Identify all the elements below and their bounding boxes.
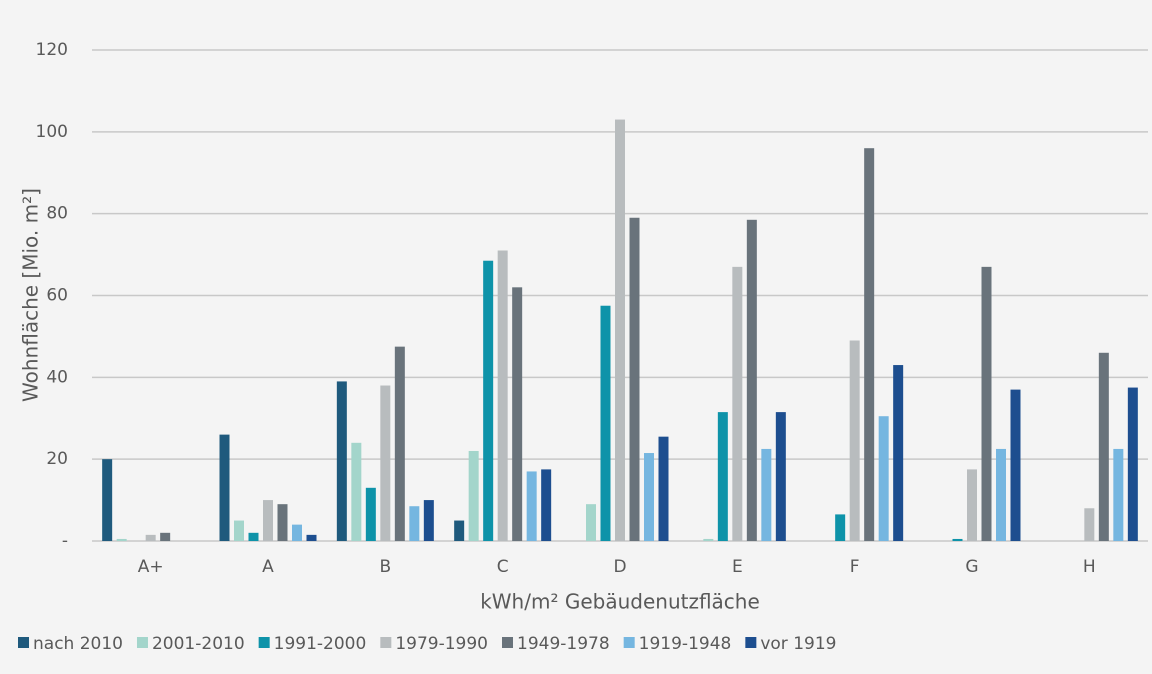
legend-swatch [502, 637, 513, 648]
bar [761, 448, 772, 541]
bar [497, 250, 508, 541]
bar [394, 346, 405, 541]
bar [717, 412, 728, 541]
bar [423, 500, 434, 541]
bar [380, 385, 391, 541]
x-tick-label: D [613, 557, 626, 577]
legend-swatch [136, 637, 148, 648]
y-tick-label: 100 [36, 122, 68, 142]
bar [234, 520, 244, 541]
bar [629, 217, 640, 541]
bar [160, 532, 171, 541]
bar [409, 506, 420, 541]
legend-swatch [380, 637, 392, 648]
bar [658, 436, 669, 541]
bar [775, 412, 786, 541]
y-axis-title: Wohnfläche [Mio. m²] [19, 188, 43, 402]
legend-label: 1979-1990 [395, 634, 488, 654]
x-tick-label: F [850, 557, 860, 577]
bar [732, 266, 743, 541]
x-tick-label: G [965, 557, 978, 577]
bar [526, 471, 537, 541]
y-tick-label: 60 [46, 286, 68, 306]
bar [483, 260, 494, 541]
bar [981, 266, 992, 541]
legend-label: 1919-1948 [639, 634, 732, 654]
bar [849, 340, 860, 541]
x-tick-label: A [262, 557, 274, 577]
bar [248, 532, 259, 541]
bar [893, 365, 904, 541]
legend-swatch [18, 637, 29, 648]
bar [878, 416, 889, 541]
bar [277, 504, 288, 541]
bar [615, 119, 625, 541]
bar [586, 504, 596, 541]
legend-label: nach 2010 [33, 634, 123, 654]
bar [1098, 352, 1109, 541]
bar [1113, 448, 1124, 541]
bar [746, 219, 757, 541]
bar [351, 442, 362, 541]
bar [512, 287, 523, 541]
x-tick-label: E [732, 557, 743, 577]
y-tick-label: 40 [46, 367, 68, 387]
bar [116, 538, 127, 541]
bar [541, 469, 552, 541]
bar [145, 534, 156, 541]
legend-swatch [623, 637, 635, 648]
x-axis-title: kWh/m² Gebäudenutzfläche [480, 590, 760, 614]
bar [835, 514, 846, 541]
bar [644, 453, 654, 541]
bar [336, 381, 347, 541]
bar [365, 487, 376, 541]
legend-label: 2001-2010 [152, 634, 245, 654]
y-tick-label: 120 [36, 40, 68, 60]
legend-label: 1949-1978 [517, 634, 610, 654]
bar [263, 500, 273, 541]
bar [967, 469, 977, 541]
legend-label: vor 1919 [760, 634, 836, 654]
bar [864, 148, 875, 541]
x-tick-label: A+ [138, 557, 164, 577]
bar [1010, 389, 1021, 541]
x-tick-label: H [1083, 557, 1096, 577]
y-tick-label: - [62, 531, 68, 551]
legend-swatch [745, 637, 757, 648]
bar [1127, 387, 1138, 541]
bar [600, 305, 611, 541]
bar [1084, 508, 1095, 541]
legend-swatch [258, 637, 270, 648]
x-tick-label: C [497, 557, 509, 577]
y-tick-label: 20 [46, 449, 68, 469]
legend-label: 1991-2000 [274, 634, 367, 654]
bar [952, 538, 963, 541]
bar [306, 534, 317, 541]
bar [219, 434, 230, 541]
y-tick-label: 80 [46, 204, 68, 224]
bar [102, 459, 113, 541]
x-tick-label: B [379, 557, 391, 577]
bar [996, 448, 1006, 541]
bar [292, 524, 302, 541]
bar [468, 450, 479, 541]
bar [703, 538, 714, 541]
bar [454, 520, 465, 541]
